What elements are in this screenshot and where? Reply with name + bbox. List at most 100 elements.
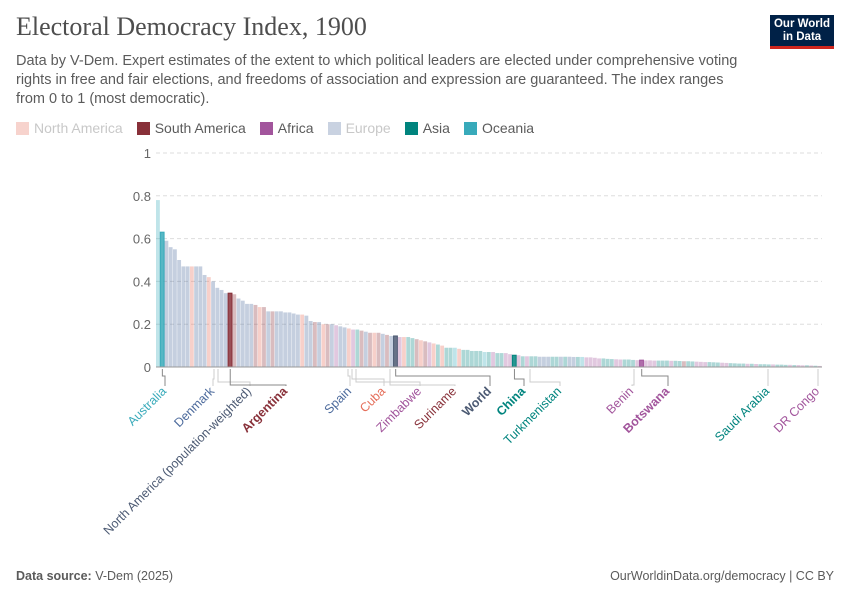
bar xyxy=(724,362,729,367)
leader-line xyxy=(389,369,456,386)
bar xyxy=(240,300,245,367)
source-link[interactable]: OurWorldinData.org/democracy | CC BY xyxy=(610,569,834,583)
bar xyxy=(291,313,296,367)
bar xyxy=(762,364,767,367)
legend-item-asia[interactable]: Asia xyxy=(404,120,450,136)
legend-label: Asia xyxy=(422,120,450,136)
bar xyxy=(588,357,593,367)
bar xyxy=(253,304,258,367)
chart-title: Electoral Democracy Index, 1900 xyxy=(16,12,367,41)
bar xyxy=(643,360,648,367)
bar xyxy=(482,352,487,367)
y-tick-label: 0 xyxy=(144,360,151,375)
legend-item-south-america[interactable]: South America xyxy=(136,120,246,136)
legend-label: Oceania xyxy=(481,120,535,136)
bar xyxy=(308,320,313,367)
bar xyxy=(601,358,606,367)
leader-line xyxy=(212,369,215,386)
bar xyxy=(156,200,160,367)
bar xyxy=(690,361,695,367)
bar xyxy=(414,339,419,367)
legend-swatch xyxy=(463,121,477,135)
bar xyxy=(257,307,262,367)
leader-line xyxy=(395,369,491,386)
bar xyxy=(758,364,763,367)
bar xyxy=(550,356,555,367)
bar xyxy=(448,347,453,367)
bar xyxy=(682,361,686,367)
legend-label: Africa xyxy=(277,120,314,136)
bar-botswana xyxy=(639,359,644,368)
bar xyxy=(614,359,618,367)
bar xyxy=(741,363,746,367)
bar xyxy=(427,342,432,367)
bar xyxy=(283,312,288,367)
owid-logo[interactable]: Our World in Data xyxy=(770,15,834,49)
bar xyxy=(703,362,708,367)
bar xyxy=(686,361,691,367)
leader-line xyxy=(529,369,561,386)
bar xyxy=(508,354,512,367)
bar xyxy=(491,352,495,367)
bar xyxy=(312,322,317,367)
leader-line xyxy=(641,369,669,386)
legend-item-north-america[interactable]: North America xyxy=(16,120,123,136)
bar xyxy=(164,240,169,367)
legend-item-africa[interactable]: Africa xyxy=(259,120,314,136)
bar xyxy=(749,363,754,367)
bar xyxy=(219,289,224,367)
bar xyxy=(168,247,173,367)
bar xyxy=(796,365,801,367)
bar xyxy=(397,337,402,367)
legend-label: South America xyxy=(154,120,246,136)
bar xyxy=(792,365,797,367)
bar-world xyxy=(393,335,398,368)
bar xyxy=(745,363,750,367)
y-tick-label: 0.6 xyxy=(133,232,151,247)
bar xyxy=(563,356,568,367)
bar xyxy=(274,311,279,367)
source-value: V-Dem (2025) xyxy=(95,569,174,583)
logo-text: Our World in Data xyxy=(773,18,830,43)
bar xyxy=(321,324,326,367)
bar-label-dr-congo: DR Congo xyxy=(771,384,822,435)
bar xyxy=(287,312,292,367)
bar-argentina xyxy=(227,292,233,368)
leader-line xyxy=(355,369,421,386)
bar xyxy=(503,353,508,367)
leader-line xyxy=(513,369,525,386)
bar xyxy=(406,337,411,367)
bar xyxy=(554,356,559,367)
bar xyxy=(665,360,669,367)
y-tick-label: 0.2 xyxy=(133,317,151,332)
bar xyxy=(558,356,563,367)
leader-line xyxy=(631,369,635,386)
y-tick-label: 0.4 xyxy=(133,274,151,289)
bar xyxy=(410,338,415,367)
legend-item-europe[interactable]: Europe xyxy=(327,120,391,136)
bar xyxy=(766,364,771,367)
bar xyxy=(232,294,237,367)
bar xyxy=(626,359,631,367)
bar xyxy=(376,332,381,367)
source-label: Data source: xyxy=(16,569,92,583)
bar xyxy=(363,331,368,367)
bar xyxy=(338,326,343,367)
bar xyxy=(380,333,385,367)
data-source: Data source: V-Dem (2025) xyxy=(16,569,173,583)
bar xyxy=(635,360,640,367)
bar xyxy=(385,334,389,367)
bar xyxy=(249,303,254,367)
legend-item-oceania[interactable]: Oceania xyxy=(463,120,535,136)
bar xyxy=(779,364,784,367)
bar xyxy=(788,364,792,367)
bar xyxy=(669,360,674,367)
bar xyxy=(648,360,652,367)
y-tick-label: 1 xyxy=(144,146,151,161)
bar xyxy=(673,360,678,367)
bar xyxy=(206,277,211,367)
bar-label-cuba: Cuba xyxy=(357,384,388,415)
bar xyxy=(346,328,351,367)
